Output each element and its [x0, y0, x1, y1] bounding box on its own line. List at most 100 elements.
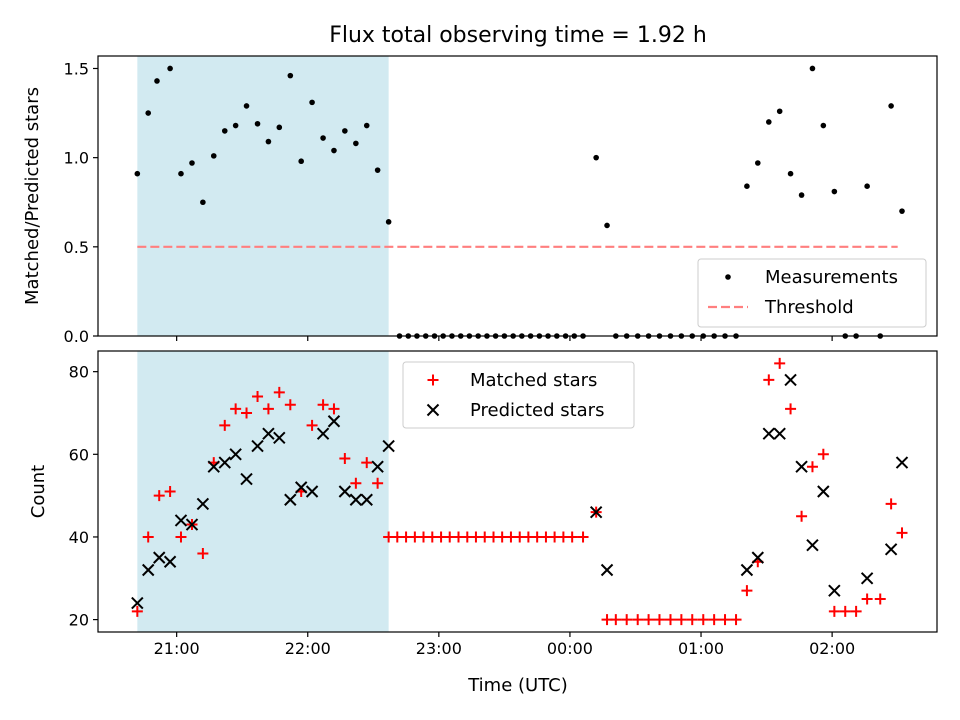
predicted-star-point — [895, 456, 909, 469]
predicted-star-point — [163, 555, 177, 568]
predicted-star-point — [860, 572, 874, 585]
matched-star-point — [175, 531, 187, 543]
predicted-star-point — [828, 584, 841, 597]
matched-star-point — [774, 357, 786, 369]
matched-star-point — [675, 614, 687, 626]
matched-star-point — [219, 419, 231, 431]
matched-star-point — [806, 461, 818, 473]
matched-star-point — [350, 477, 362, 489]
matched-star-point — [839, 605, 851, 617]
predicted-star-point — [327, 415, 341, 428]
measurement-point — [154, 78, 160, 84]
predicted-star-point — [207, 460, 220, 473]
measurement-point — [200, 199, 206, 206]
y-tick-label: 1.0 — [64, 149, 89, 168]
predicted-star-point — [349, 493, 363, 506]
predicted-star-point — [773, 427, 786, 440]
predicted-star-point — [740, 563, 754, 577]
matched-star-point — [653, 614, 665, 626]
measurement-point — [134, 170, 141, 177]
top-panel: 0.0 0.5 1.0 1.5 Matched/Predicted stars Measu… — [22, 55, 938, 346]
matched-star-point — [828, 605, 840, 617]
matched-star-point — [306, 419, 318, 431]
matched-star-point — [153, 490, 165, 502]
predicted-star-point — [174, 514, 188, 527]
legend-label: Measurements — [765, 267, 898, 288]
measurement-point — [309, 99, 315, 106]
measurement-point — [385, 219, 392, 225]
predicted-star-point — [751, 551, 765, 564]
measurement-point — [787, 170, 794, 177]
matched-star-point — [885, 498, 897, 510]
measurement-point — [189, 160, 195, 166]
measurement-point — [776, 108, 783, 115]
predicted-star-point — [360, 493, 373, 506]
legend: Matched stars Predicted stars — [402, 361, 635, 429]
predicted-star-point — [762, 427, 776, 440]
matched-star-point — [372, 477, 384, 489]
legend-matched-marker — [427, 374, 439, 386]
x-tick-label: 22:00 — [285, 639, 331, 658]
y-tick-label: 1.5 — [64, 59, 89, 78]
predicted-star-point — [817, 485, 830, 498]
measurement-point — [363, 122, 370, 129]
x-tick-label: 00:00 — [547, 639, 593, 658]
matched-star-point — [763, 374, 775, 386]
legend-label: Matched stars — [470, 370, 597, 391]
y-tick-label: 20 — [69, 611, 89, 630]
matched-star-point — [566, 531, 578, 543]
matched-star-point — [131, 605, 143, 617]
matched-star-point — [284, 399, 296, 411]
measurement-point — [167, 65, 173, 72]
matched-star-point — [164, 486, 176, 497]
predicted-star-point — [806, 539, 819, 552]
matched-star-point — [817, 448, 829, 460]
measurement-point — [210, 153, 217, 159]
measurement-point — [276, 124, 283, 131]
axes-frame — [97, 350, 938, 633]
predicted-star-point — [382, 439, 395, 453]
matched-star-point — [577, 531, 589, 543]
matched-star-point — [241, 407, 253, 419]
measurement-point — [232, 122, 239, 129]
matched-star-point — [262, 403, 274, 415]
axes-frame — [97, 55, 938, 337]
measurement-point — [342, 128, 348, 134]
matched-star-point — [874, 593, 886, 605]
measurement-point — [298, 158, 304, 165]
measurement-point — [178, 170, 184, 177]
matched-star-point — [610, 614, 622, 626]
matched-star-point — [796, 510, 808, 522]
predicted-star-point — [196, 497, 210, 511]
matched-star-point — [197, 547, 209, 559]
measurement-point — [243, 103, 250, 109]
measurement-point — [754, 160, 761, 166]
legend-label: Predicted stars — [470, 400, 604, 421]
measurement-point — [145, 110, 152, 116]
matched-star-point — [697, 614, 709, 626]
matched-star-point — [741, 585, 753, 597]
x-tick-label: 02:00 — [809, 639, 855, 658]
measurement-point — [888, 103, 894, 109]
shaded-interval — [137, 56, 389, 336]
predicted-star-point — [218, 456, 231, 469]
matched-star-point — [896, 527, 908, 539]
measurement-point — [265, 138, 272, 145]
predicted-star-point — [316, 427, 330, 440]
legend-box — [402, 361, 635, 429]
matched-star-point — [686, 614, 698, 626]
matched-star-point — [664, 614, 676, 626]
legend-measurement-marker — [725, 274, 731, 280]
measurement-point — [766, 119, 772, 125]
y-tick-label: 0.0 — [64, 327, 89, 346]
predicted-star-point — [273, 431, 286, 444]
predicted-star-point — [305, 485, 319, 498]
chart-title: Flux total observing time = 1.92 h — [329, 23, 707, 48]
measurement-point — [221, 128, 228, 134]
predicted-star-point — [784, 373, 797, 387]
matched-star-point — [708, 614, 720, 626]
measurement-point — [353, 140, 359, 147]
matched-star-point — [361, 457, 373, 469]
y-tick-label: 0.5 — [64, 238, 89, 257]
